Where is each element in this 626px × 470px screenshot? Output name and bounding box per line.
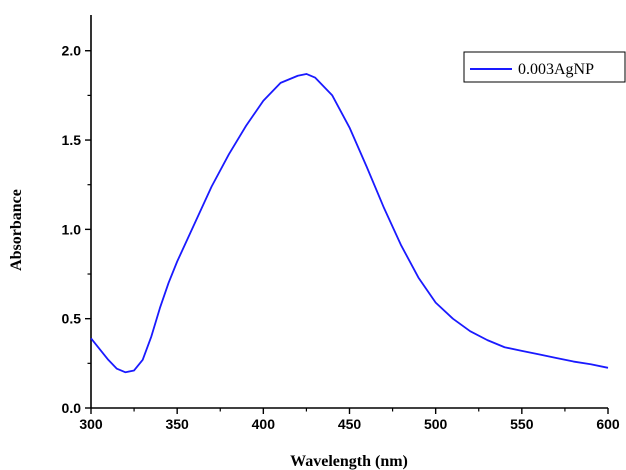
ticks: 300 350 400 450 500 550 600 0.0 0.5 1.0 1.5 2.0 xyxy=(62,43,620,432)
x-tick-label: 300 xyxy=(79,416,103,432)
legend: 0.003AgNP xyxy=(463,51,626,83)
x-tick-label: 550 xyxy=(510,416,534,432)
legend-box xyxy=(463,51,626,83)
x-tick-label: 400 xyxy=(252,416,276,432)
x-tick-label: 600 xyxy=(596,416,620,432)
y-tick-label: 1.5 xyxy=(62,132,82,148)
x-tick-label: 350 xyxy=(165,416,189,432)
y-axis-title: Absorbance xyxy=(8,189,25,271)
x-tick-label: 450 xyxy=(338,416,362,432)
y-tick-label: 1.0 xyxy=(62,221,82,237)
x-axis-title: Wavelength (nm) xyxy=(290,453,408,470)
y-tick-label: 2.0 xyxy=(62,43,82,59)
y-tick-label: 0.5 xyxy=(62,311,82,327)
series-line xyxy=(90,73,609,374)
x-tick-label: 500 xyxy=(424,416,448,432)
plot-lines xyxy=(90,73,609,374)
y-tick-label: 0.0 xyxy=(62,400,82,416)
legend-label: 0.003AgNP xyxy=(518,61,594,78)
